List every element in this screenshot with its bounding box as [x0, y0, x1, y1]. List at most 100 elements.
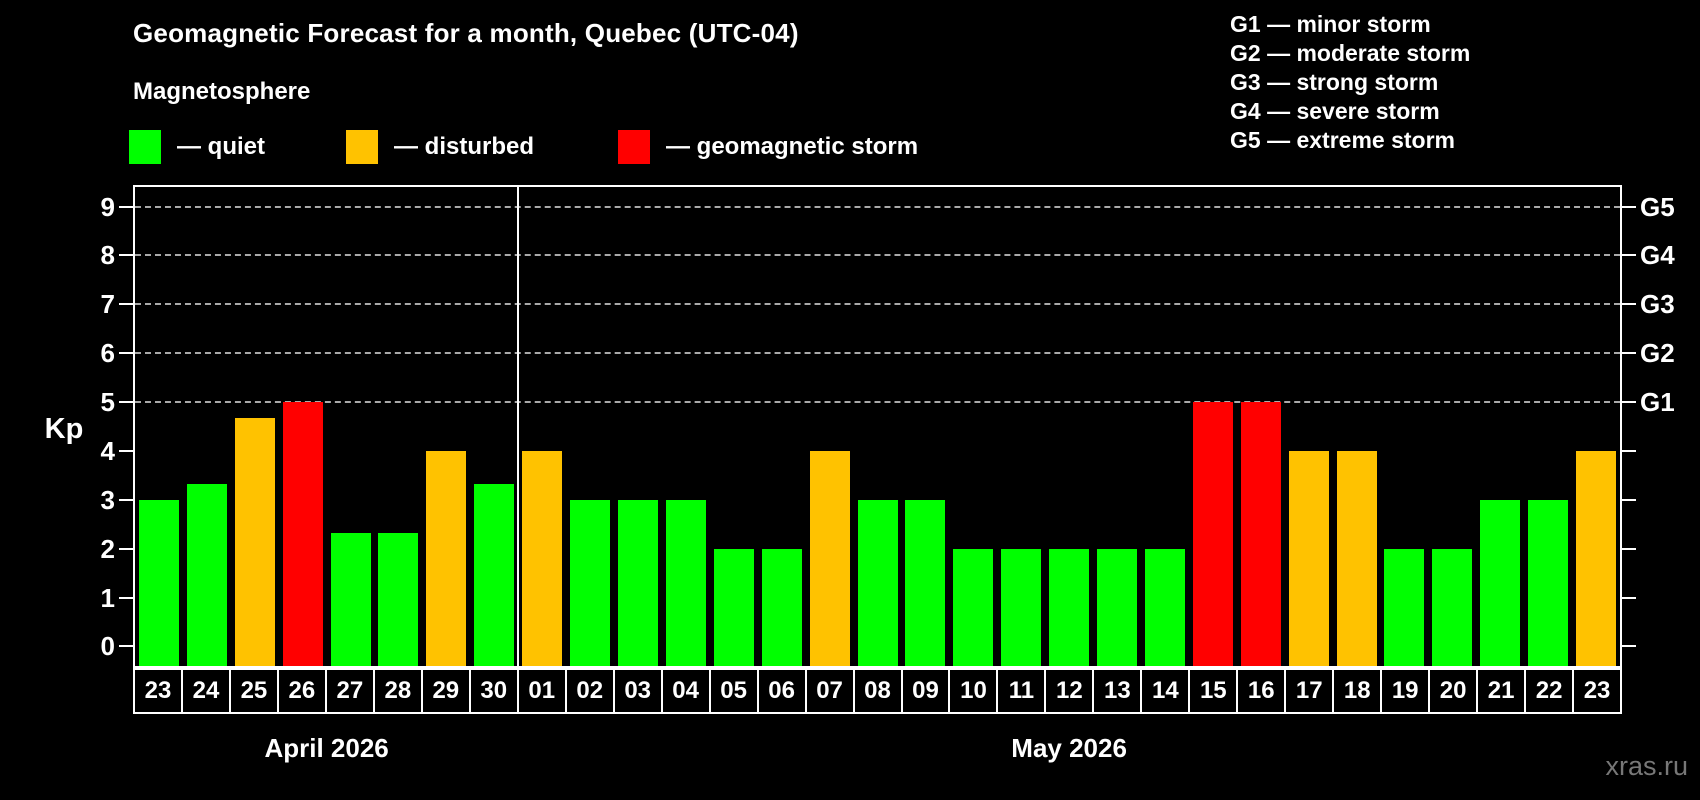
kp-bar	[234, 418, 275, 666]
date-cell: 18	[1334, 670, 1383, 712]
left-axis-tick	[119, 303, 133, 306]
legend-item-quiet: — quiet	[129, 129, 265, 165]
month-label: April 2026	[264, 733, 389, 763]
kp-bar	[138, 499, 179, 666]
kp-bar	[713, 548, 754, 666]
kp-bar	[1480, 499, 1521, 666]
right-axis-tick	[1622, 498, 1636, 501]
date-cell: 20	[1430, 670, 1479, 712]
date-cell: 25	[231, 670, 279, 712]
date-cell: 16	[1238, 670, 1287, 712]
y-tick-label: 8	[100, 240, 115, 271]
month-separator-line	[517, 187, 520, 666]
y-tick-label: 3	[100, 484, 115, 515]
date-cell: 24	[183, 670, 231, 712]
date-cell: 12	[1046, 670, 1095, 712]
right-axis-tick	[1622, 547, 1636, 550]
kp-bar	[1336, 450, 1377, 666]
kp-bar	[1528, 499, 1569, 666]
g-scale-legend: G1 — minor storm G2 — moderate storm G3 — …	[1230, 10, 1470, 155]
right-axis-tick	[1622, 352, 1636, 355]
date-cell: 23	[1583, 677, 1611, 704]
y-tick-label: 4	[100, 435, 115, 466]
g-level-label: G3	[1640, 289, 1675, 320]
date-cell: 15	[1190, 670, 1239, 712]
left-axis-tick	[119, 645, 133, 648]
g-scale-legend-line: G1 — minor storm	[1230, 11, 1431, 37]
kp-bar	[474, 483, 515, 666]
y-tick-label: 0	[100, 631, 115, 662]
date-cell: 26	[279, 670, 327, 712]
y-tick-label: 7	[100, 289, 115, 320]
kp-gridline	[135, 303, 1620, 306]
left-axis-tick	[119, 352, 133, 355]
date-axis-row: 23 24 25 26 27 28 29 30 01 02 03 04 05 06 07 08 09 10 11 12…	[133, 668, 1622, 714]
kp-bar	[1432, 548, 1473, 666]
date-cell: 29	[423, 670, 471, 712]
date-cell: 02	[567, 670, 615, 712]
kp-bar	[282, 402, 323, 666]
kp-gridline	[135, 205, 1620, 208]
y-tick-label: 5	[100, 387, 115, 418]
kp-bar	[426, 450, 467, 666]
date-cell: 28	[375, 670, 423, 712]
date-cell: 14	[1142, 670, 1191, 712]
left-axis-tick	[119, 254, 133, 257]
date-cell: 13	[1094, 670, 1143, 712]
month-label: May 2026	[1011, 733, 1127, 763]
kp-bar	[809, 450, 850, 666]
g-scale-legend-line: G2 — moderate storm	[1230, 40, 1471, 66]
y-tick-label: 2	[100, 533, 115, 564]
date-cell: 10	[950, 670, 999, 712]
disturbed-swatch	[346, 130, 378, 164]
quiet-swatch	[129, 130, 161, 164]
g-scale-legend-line: G5 — extreme storm	[1230, 127, 1455, 153]
date-cell: 30	[471, 670, 519, 712]
date-cell: 19	[1382, 670, 1431, 712]
y-tick-label: 6	[100, 338, 115, 369]
kp-bar	[570, 499, 611, 666]
kp-bar	[761, 548, 802, 666]
date-cell: 27	[327, 670, 375, 712]
legend-label-quiet: — quiet	[177, 133, 265, 160]
kp-bar	[1001, 548, 1042, 666]
watermark: xras.ru	[1605, 751, 1688, 781]
date-cell: 05	[711, 670, 759, 712]
date-cell: 01	[519, 670, 567, 712]
date-cell: 21	[1478, 670, 1527, 712]
date-cell: 06	[759, 670, 807, 712]
kp-bar	[665, 499, 706, 666]
kp-bar	[1192, 402, 1233, 666]
left-axis-tick	[119, 449, 133, 452]
right-axis-tick	[1622, 401, 1636, 404]
g-scale-legend-line: G4 — severe storm	[1230, 98, 1440, 124]
legend-label-geomagnetic-storm: — geomagnetic storm	[666, 133, 919, 160]
right-axis-tick	[1622, 303, 1636, 306]
magnetosphere-label: Magnetosphere	[133, 78, 311, 105]
date-cell: 08	[855, 670, 903, 712]
kp-bar	[1240, 402, 1281, 666]
g-scale-legend-line: G3 — strong storm	[1230, 69, 1439, 95]
kp-bar	[522, 450, 563, 666]
legend-label-disturbed: — disturbed	[394, 133, 535, 160]
left-axis-tick	[119, 205, 133, 208]
geomagnetic-storm-swatch	[618, 130, 650, 164]
kp-bar	[330, 532, 371, 666]
kp-bar	[1384, 548, 1425, 666]
kp-gridline	[135, 401, 1620, 404]
kp-bar	[1144, 548, 1185, 666]
kp-bar	[857, 499, 898, 666]
date-cell: 23	[135, 670, 183, 712]
g-level-label: G2	[1640, 338, 1675, 369]
right-axis-tick	[1622, 254, 1636, 257]
right-axis-tick	[1622, 596, 1636, 599]
y-tick-label: 1	[100, 582, 115, 613]
legend-item-disturbed: — disturbed	[346, 129, 534, 165]
date-cell: 04	[663, 670, 711, 712]
kp-bar	[1049, 548, 1090, 666]
date-cell: 11	[998, 670, 1047, 712]
right-axis-tick	[1622, 205, 1636, 208]
kp-gridline	[135, 254, 1620, 257]
kp-bar	[617, 499, 658, 666]
